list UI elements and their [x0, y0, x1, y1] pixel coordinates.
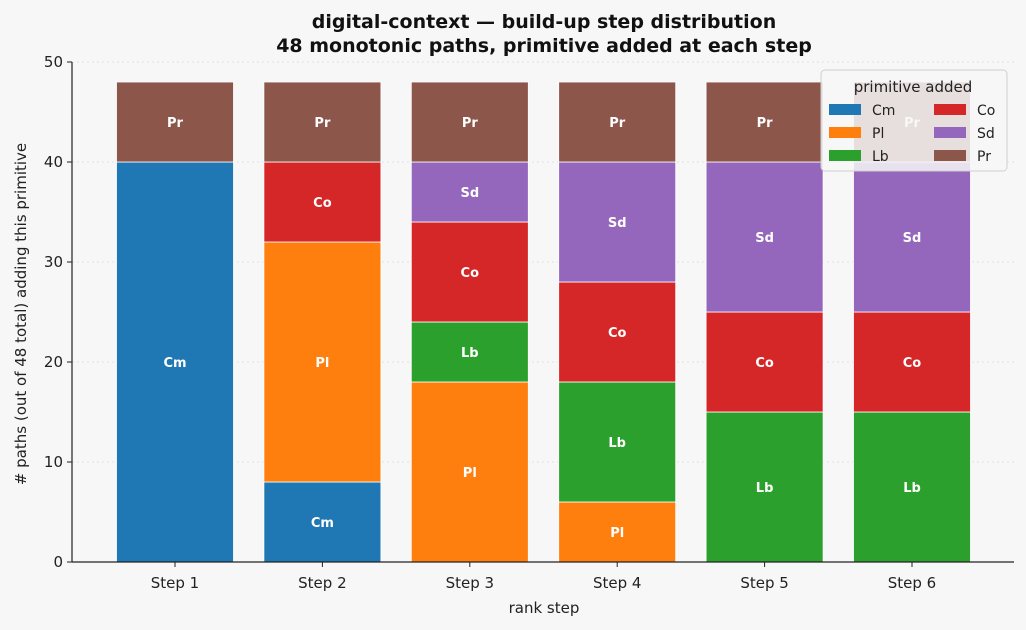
bar-segment-label: Sd [903, 231, 922, 246]
bar-segment-cm [263, 481, 382, 563]
bar-segment-pr [705, 81, 824, 163]
legend-entry-label: Pr [977, 149, 991, 165]
bars: Cm Pr Cm Pl Co Pr Pl Lb Co Sd Pr Pl Lb Co Sd Pr Lb Co Sd Pr… [116, 81, 971, 563]
y-tick-label: 20 [44, 353, 63, 371]
bar-segment-pr [263, 81, 382, 163]
bar-segment-label: Cm [311, 516, 334, 531]
legend-swatch-lb [829, 150, 861, 161]
bar-segment-co [853, 311, 971, 413]
legend-swatch-co [934, 104, 966, 115]
bar-segment-lb [705, 411, 824, 563]
bar-segment-label: Co [755, 356, 774, 371]
bar-segment-label: Co [313, 196, 332, 211]
x-tick-label: Step 4 [593, 574, 641, 592]
legend-swatch-pl [829, 127, 861, 138]
bar-segment-sd [558, 161, 677, 283]
bar-segment-pl [558, 501, 677, 563]
bar-segment-pr [558, 81, 677, 163]
bar-segment-pr [410, 81, 529, 163]
bar-segment-label: Lb [461, 346, 479, 361]
x-axis-label: rank step [509, 599, 580, 617]
bar-segment-label: Pr [757, 116, 774, 131]
bar-segment-pl [263, 241, 382, 483]
legend-swatch-cm [829, 104, 861, 115]
bar-segment-label: Pl [315, 356, 329, 371]
legend-swatch-pr [934, 150, 966, 161]
bar-segment-label: Co [903, 356, 922, 371]
bar-segment-label: Sd [755, 231, 774, 246]
bar-segment-label: Lb [756, 481, 774, 496]
y-tick-label: 10 [44, 453, 63, 471]
bar-segment-co [263, 161, 382, 243]
bar-segment-lb [410, 321, 529, 383]
bar-segment-sd [705, 161, 824, 313]
bar-segment-co [558, 281, 677, 383]
bar-segment-label: Pl [610, 526, 624, 541]
bar-segment-label: Pl [463, 466, 477, 481]
legend-frame [820, 69, 1008, 172]
y-tick-label: 0 [53, 553, 63, 571]
legend-entry-label: Sd [977, 126, 995, 142]
bar-segment-label: Sd [460, 186, 479, 201]
bar-segment-label: Pr [462, 116, 479, 131]
legend: primitive added Cm Co Pl Sd Lb Pr [820, 69, 1008, 172]
bar-segment-label: Pr [314, 116, 331, 131]
legend-entry-label: Pl [872, 126, 884, 142]
x-tick-label: Step 1 [151, 574, 199, 592]
bar-segment-label: Pr [609, 116, 626, 131]
bar-segment-label: Co [461, 266, 480, 281]
x-tick-label: Step 2 [298, 574, 346, 592]
legend-entry-label: Cm [872, 103, 895, 119]
bar-segment-label: Lb [903, 481, 921, 496]
bar-segment-cm [116, 161, 234, 563]
x-tick-label: Step 6 [888, 574, 936, 592]
legend-title: primitive added [854, 78, 973, 96]
bar-segment-lb [558, 381, 677, 503]
bar-segment-co [410, 221, 529, 323]
y-tick-label: 30 [44, 253, 63, 271]
chart-title-line-1: digital-context — build-up step distribu… [312, 11, 776, 33]
x-tick-label: Step 3 [446, 574, 494, 592]
bar-segment-label: Sd [608, 216, 627, 231]
y-tick-label: 40 [44, 153, 63, 171]
legend-entry-label: Lb [872, 149, 889, 165]
x-tick-label: Step 5 [740, 574, 788, 592]
bar-segment-co [705, 311, 824, 413]
axes: 0 10 20 30 40 50 Step 1 Step 2 Step 3 Step 4 Step … [44, 53, 1014, 592]
legend-entry-label: Co [977, 103, 995, 119]
bar-segment-label: Pr [167, 116, 184, 131]
bar-segment-label: Cm [163, 356, 186, 371]
bar-segment-label: Lb [608, 436, 626, 451]
y-axis-label: # paths (out of 48 total) adding this pr… [12, 143, 30, 485]
bar-segment-pr [116, 81, 234, 163]
legend-swatch-sd [934, 127, 966, 138]
chart-title-line-2: 48 monotonic paths, primitive added at e… [276, 35, 812, 57]
bar-segment-label: Co [608, 326, 627, 341]
bar-segment-sd [410, 161, 529, 223]
y-tick-label: 50 [44, 53, 63, 71]
